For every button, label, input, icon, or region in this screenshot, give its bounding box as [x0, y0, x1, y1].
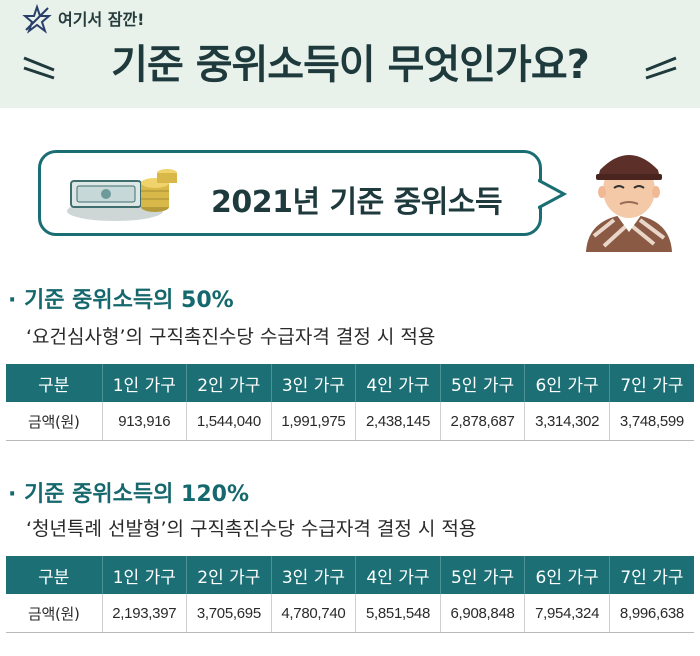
table-header-cell: 1인 가구: [102, 364, 188, 402]
table-header-cell: 구분: [6, 364, 103, 402]
table-header-cell: 4인 가구: [355, 556, 441, 594]
grandfather-illustration-icon: [586, 155, 672, 252]
table-row-label: 금액(원): [6, 402, 103, 441]
bubble-tail-icon: [538, 178, 568, 210]
section-2-title: · 기준 중위소득의 120%: [8, 476, 249, 508]
banner-title: 2021년 기준 중위소득: [211, 185, 503, 220]
table-cell: 7,954,324: [524, 594, 610, 633]
table-header-cell: 7인 가구: [609, 364, 694, 402]
bullet-icon: ·: [8, 288, 17, 313]
table-header-cell: 6인 가구: [524, 556, 610, 594]
income-table-120: 구분 1인 가구 2인 가구 3인 가구 4인 가구 5인 가구 6인 가구 7…: [6, 556, 694, 633]
table-row-label: 금액(원): [6, 594, 103, 633]
table-cell: 5,851,548: [355, 594, 441, 633]
table-row: 금액(원) 2,193,397 3,705,695 4,780,740 5,85…: [6, 594, 694, 633]
table-cell: 8,996,638: [609, 594, 694, 633]
table-header-cell: 6인 가구: [524, 364, 610, 402]
header-band: 여기서 잠깐! 기준 중위소득이 무엇인가요?: [0, 0, 700, 108]
table-header-cell: 4인 가구: [355, 364, 441, 402]
table-cell: 1,991,975: [271, 402, 357, 441]
table-header-cell: 구분: [6, 556, 103, 594]
table-header-cell: 5인 가구: [440, 556, 526, 594]
table-cell: 3,705,695: [186, 594, 272, 633]
table-row: 금액(원) 913,916 1,544,040 1,991,975 2,438,…: [6, 402, 694, 441]
table-cell: 2,878,687: [440, 402, 526, 441]
section-2-title-text: 기준 중위소득의 120%: [24, 482, 249, 507]
table-header-cell: 1인 가구: [102, 556, 188, 594]
table-cell: 1,544,040: [186, 402, 272, 441]
table-header-cell: 7인 가구: [609, 556, 694, 594]
section-1-title-text: 기준 중위소득의 50%: [24, 288, 234, 313]
right-accent-icon: [645, 56, 677, 80]
table-header-cell: 3인 가구: [271, 364, 357, 402]
section-2-subtitle: ‘청년특례 선발형’의 구직촉진수당 수급자격 결정 시 적용: [26, 518, 477, 540]
left-accent-icon: [23, 56, 55, 80]
page-title: 기준 중위소득이 무엇인가요?: [111, 42, 590, 88]
table-header-row: 구분 1인 가구 2인 가구 3인 가구 4인 가구 5인 가구 6인 가구 7…: [6, 364, 694, 402]
header-small-label: 여기서 잠깐!: [58, 10, 145, 29]
table-cell: 4,780,740: [271, 594, 357, 633]
table-cell: 3,314,302: [524, 402, 610, 441]
table-header-cell: 2인 가구: [186, 364, 272, 402]
table-cell: 913,916: [102, 402, 188, 441]
bullet-icon: ·: [8, 482, 17, 507]
table-cell: 2,193,397: [102, 594, 188, 633]
table-header-cell: 5인 가구: [440, 364, 526, 402]
table-cell: 2,438,145: [355, 402, 441, 441]
section-1-title: · 기준 중위소득의 50%: [8, 282, 234, 314]
banner-bubble: 2021년 기준 중위소득: [38, 150, 542, 236]
money-stack-icon: [67, 169, 177, 221]
table-cell: 3,748,599: [609, 402, 694, 441]
table-cell: 6,908,848: [440, 594, 526, 633]
table-header-row: 구분 1인 가구 2인 가구 3인 가구 4인 가구 5인 가구 6인 가구 7…: [6, 556, 694, 594]
income-table-50: 구분 1인 가구 2인 가구 3인 가구 4인 가구 5인 가구 6인 가구 7…: [6, 364, 694, 441]
table-header-cell: 2인 가구: [186, 556, 272, 594]
star-doodle-icon: [22, 4, 52, 34]
section-1-subtitle: ‘요건심사형’의 구직촉진수당 수급자격 결정 시 적용: [26, 326, 436, 348]
table-header-cell: 3인 가구: [271, 556, 357, 594]
